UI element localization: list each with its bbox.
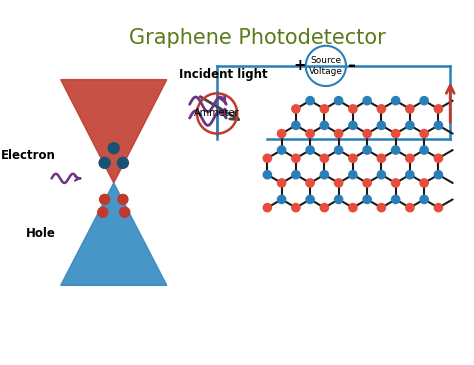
Text: Electron: Electron bbox=[1, 149, 56, 162]
Circle shape bbox=[306, 146, 314, 154]
Circle shape bbox=[100, 195, 109, 204]
Circle shape bbox=[118, 195, 128, 204]
Circle shape bbox=[392, 179, 400, 187]
Circle shape bbox=[335, 146, 343, 154]
Circle shape bbox=[335, 130, 343, 138]
Circle shape bbox=[263, 154, 272, 162]
Circle shape bbox=[434, 105, 443, 113]
Circle shape bbox=[392, 195, 400, 204]
Circle shape bbox=[349, 170, 357, 179]
Circle shape bbox=[363, 179, 371, 187]
Circle shape bbox=[335, 179, 343, 187]
Circle shape bbox=[377, 204, 385, 212]
Circle shape bbox=[118, 157, 128, 168]
Circle shape bbox=[306, 195, 314, 204]
Circle shape bbox=[349, 121, 357, 130]
Circle shape bbox=[292, 121, 300, 130]
Circle shape bbox=[306, 179, 314, 187]
Circle shape bbox=[335, 195, 343, 204]
Circle shape bbox=[277, 146, 286, 154]
Circle shape bbox=[434, 121, 443, 130]
Circle shape bbox=[292, 105, 300, 113]
Circle shape bbox=[363, 97, 371, 105]
Circle shape bbox=[277, 179, 286, 187]
Circle shape bbox=[377, 121, 385, 130]
Circle shape bbox=[349, 204, 357, 212]
Circle shape bbox=[263, 170, 272, 179]
Text: Ammeter: Ammeter bbox=[194, 108, 240, 119]
Polygon shape bbox=[61, 80, 167, 183]
Circle shape bbox=[420, 97, 428, 105]
Circle shape bbox=[108, 143, 119, 154]
Circle shape bbox=[420, 130, 428, 138]
Circle shape bbox=[377, 170, 385, 179]
Circle shape bbox=[99, 157, 110, 168]
Circle shape bbox=[277, 195, 286, 204]
Circle shape bbox=[377, 154, 385, 162]
Circle shape bbox=[420, 146, 428, 154]
Circle shape bbox=[120, 207, 130, 217]
Text: Hole: Hole bbox=[26, 227, 56, 240]
Circle shape bbox=[406, 154, 414, 162]
Circle shape bbox=[434, 170, 443, 179]
Circle shape bbox=[335, 97, 343, 105]
Circle shape bbox=[420, 195, 428, 204]
Circle shape bbox=[320, 121, 328, 130]
Circle shape bbox=[292, 154, 300, 162]
Circle shape bbox=[434, 154, 443, 162]
Polygon shape bbox=[61, 183, 167, 285]
Circle shape bbox=[277, 130, 286, 138]
Circle shape bbox=[363, 130, 371, 138]
Circle shape bbox=[292, 204, 300, 212]
Circle shape bbox=[377, 105, 385, 113]
Circle shape bbox=[420, 179, 428, 187]
Text: Graphene Photodetector: Graphene Photodetector bbox=[129, 27, 386, 47]
Text: +: + bbox=[293, 58, 306, 73]
Circle shape bbox=[320, 105, 328, 113]
Circle shape bbox=[292, 170, 300, 179]
Circle shape bbox=[349, 154, 357, 162]
Circle shape bbox=[349, 105, 357, 113]
Circle shape bbox=[320, 154, 328, 162]
Circle shape bbox=[406, 204, 414, 212]
Circle shape bbox=[363, 146, 371, 154]
Circle shape bbox=[263, 204, 272, 212]
Circle shape bbox=[98, 207, 108, 217]
Circle shape bbox=[320, 204, 328, 212]
Text: -: - bbox=[348, 57, 356, 76]
Circle shape bbox=[306, 130, 314, 138]
Circle shape bbox=[392, 130, 400, 138]
Circle shape bbox=[363, 195, 371, 204]
Circle shape bbox=[392, 146, 400, 154]
Text: Source
Voltage: Source Voltage bbox=[309, 56, 343, 76]
Circle shape bbox=[406, 170, 414, 179]
Circle shape bbox=[406, 105, 414, 113]
Circle shape bbox=[434, 204, 443, 212]
Circle shape bbox=[406, 121, 414, 130]
Text: Incident light: Incident light bbox=[179, 69, 268, 81]
Circle shape bbox=[392, 97, 400, 105]
Circle shape bbox=[320, 170, 328, 179]
Circle shape bbox=[306, 97, 314, 105]
